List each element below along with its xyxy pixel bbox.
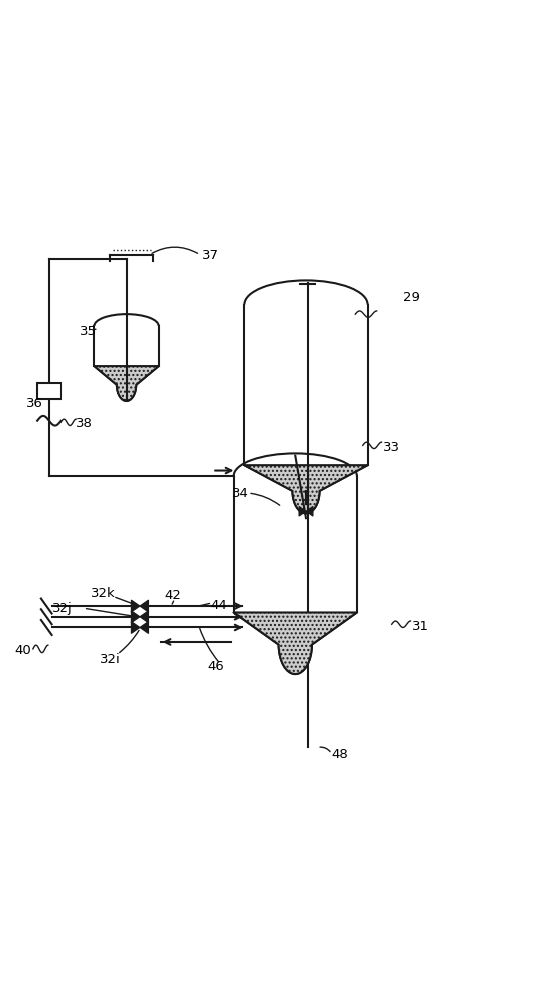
Text: 37: 37 <box>201 249 219 262</box>
Polygon shape <box>132 600 140 612</box>
Text: 34: 34 <box>232 487 249 500</box>
Polygon shape <box>244 465 368 513</box>
Polygon shape <box>299 506 306 516</box>
Text: 32j: 32j <box>52 602 72 615</box>
Text: 36: 36 <box>26 397 43 410</box>
Text: 48: 48 <box>332 748 349 761</box>
Text: 33: 33 <box>383 441 400 454</box>
Text: 46: 46 <box>207 660 223 673</box>
Polygon shape <box>140 621 149 633</box>
Bar <box>37 383 61 399</box>
Polygon shape <box>234 612 357 674</box>
Polygon shape <box>140 600 149 612</box>
Polygon shape <box>140 611 149 623</box>
Polygon shape <box>132 611 140 623</box>
Polygon shape <box>95 366 159 401</box>
Text: 29: 29 <box>403 291 420 304</box>
Text: 44: 44 <box>211 599 227 612</box>
Text: 42: 42 <box>164 589 181 602</box>
Text: 38: 38 <box>76 417 92 430</box>
Text: 32k: 32k <box>91 587 115 600</box>
Text: 35: 35 <box>80 325 97 338</box>
Polygon shape <box>132 621 140 633</box>
Text: 31: 31 <box>412 620 429 633</box>
Polygon shape <box>306 506 313 516</box>
Text: 32i: 32i <box>100 653 120 666</box>
Text: 40: 40 <box>14 644 31 657</box>
